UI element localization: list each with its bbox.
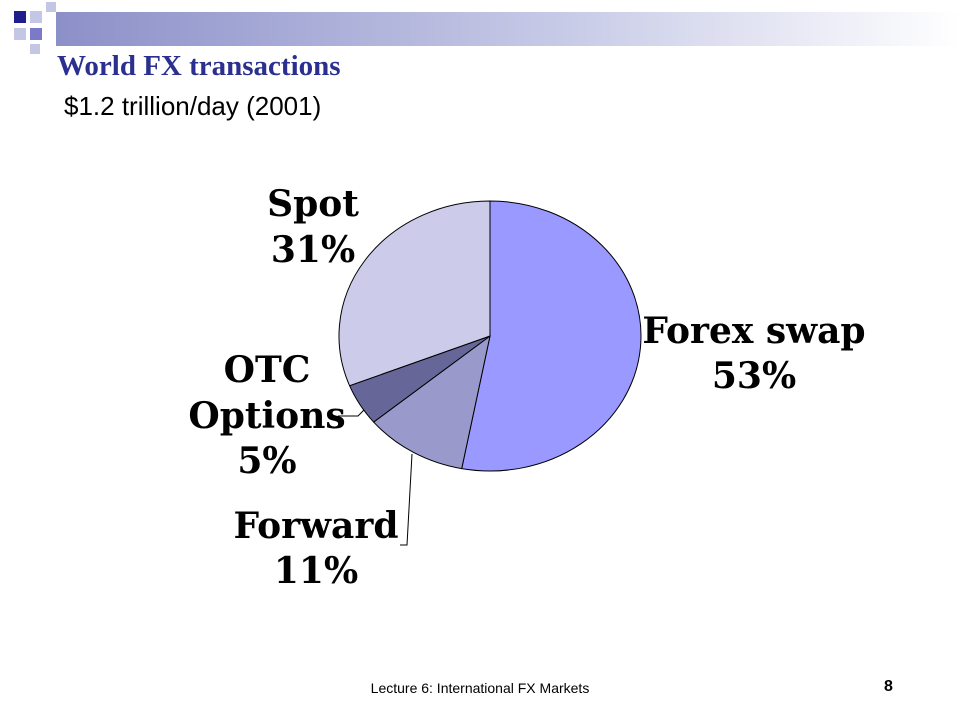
title-gradient-bar — [56, 12, 960, 46]
label-otc-line2: Options — [188, 395, 345, 437]
label-forex-swap-name: Forex swap — [642, 310, 865, 352]
deco-square-light — [46, 2, 56, 12]
pie-slice-forward — [372, 334, 491, 470]
page-number: 8 — [884, 678, 893, 695]
pie-slices — [338, 200, 642, 472]
deco-square-light — [30, 44, 40, 54]
deco-square-light — [14, 28, 26, 40]
label-spot-value: 31% — [271, 229, 355, 271]
label-spot-name: Spot — [267, 183, 359, 225]
label-otc-line1: OTC — [224, 349, 311, 391]
label-otc-value: 5% — [237, 440, 296, 482]
deco-square-light — [30, 11, 42, 23]
deco-square-mid — [30, 28, 42, 40]
label-forex-swap-value: 53% — [712, 355, 796, 397]
label-forward-name: Forward — [233, 505, 398, 547]
slide-title: World FX transactions — [57, 50, 341, 82]
slide-footer: Lecture 6: International FX Markets — [370, 680, 590, 696]
leader-line-forward — [400, 453, 413, 546]
slide-subtitle: $1.2 trillion/day (2001) — [64, 91, 322, 121]
pie-slice-forex-swap — [461, 200, 642, 472]
label-forward-value: 11% — [274, 550, 358, 592]
leader-line-otc — [338, 409, 365, 417]
pie-slice-spot — [338, 200, 491, 387]
deco-square-dark — [14, 11, 26, 23]
title-decoration — [14, 2, 960, 54]
